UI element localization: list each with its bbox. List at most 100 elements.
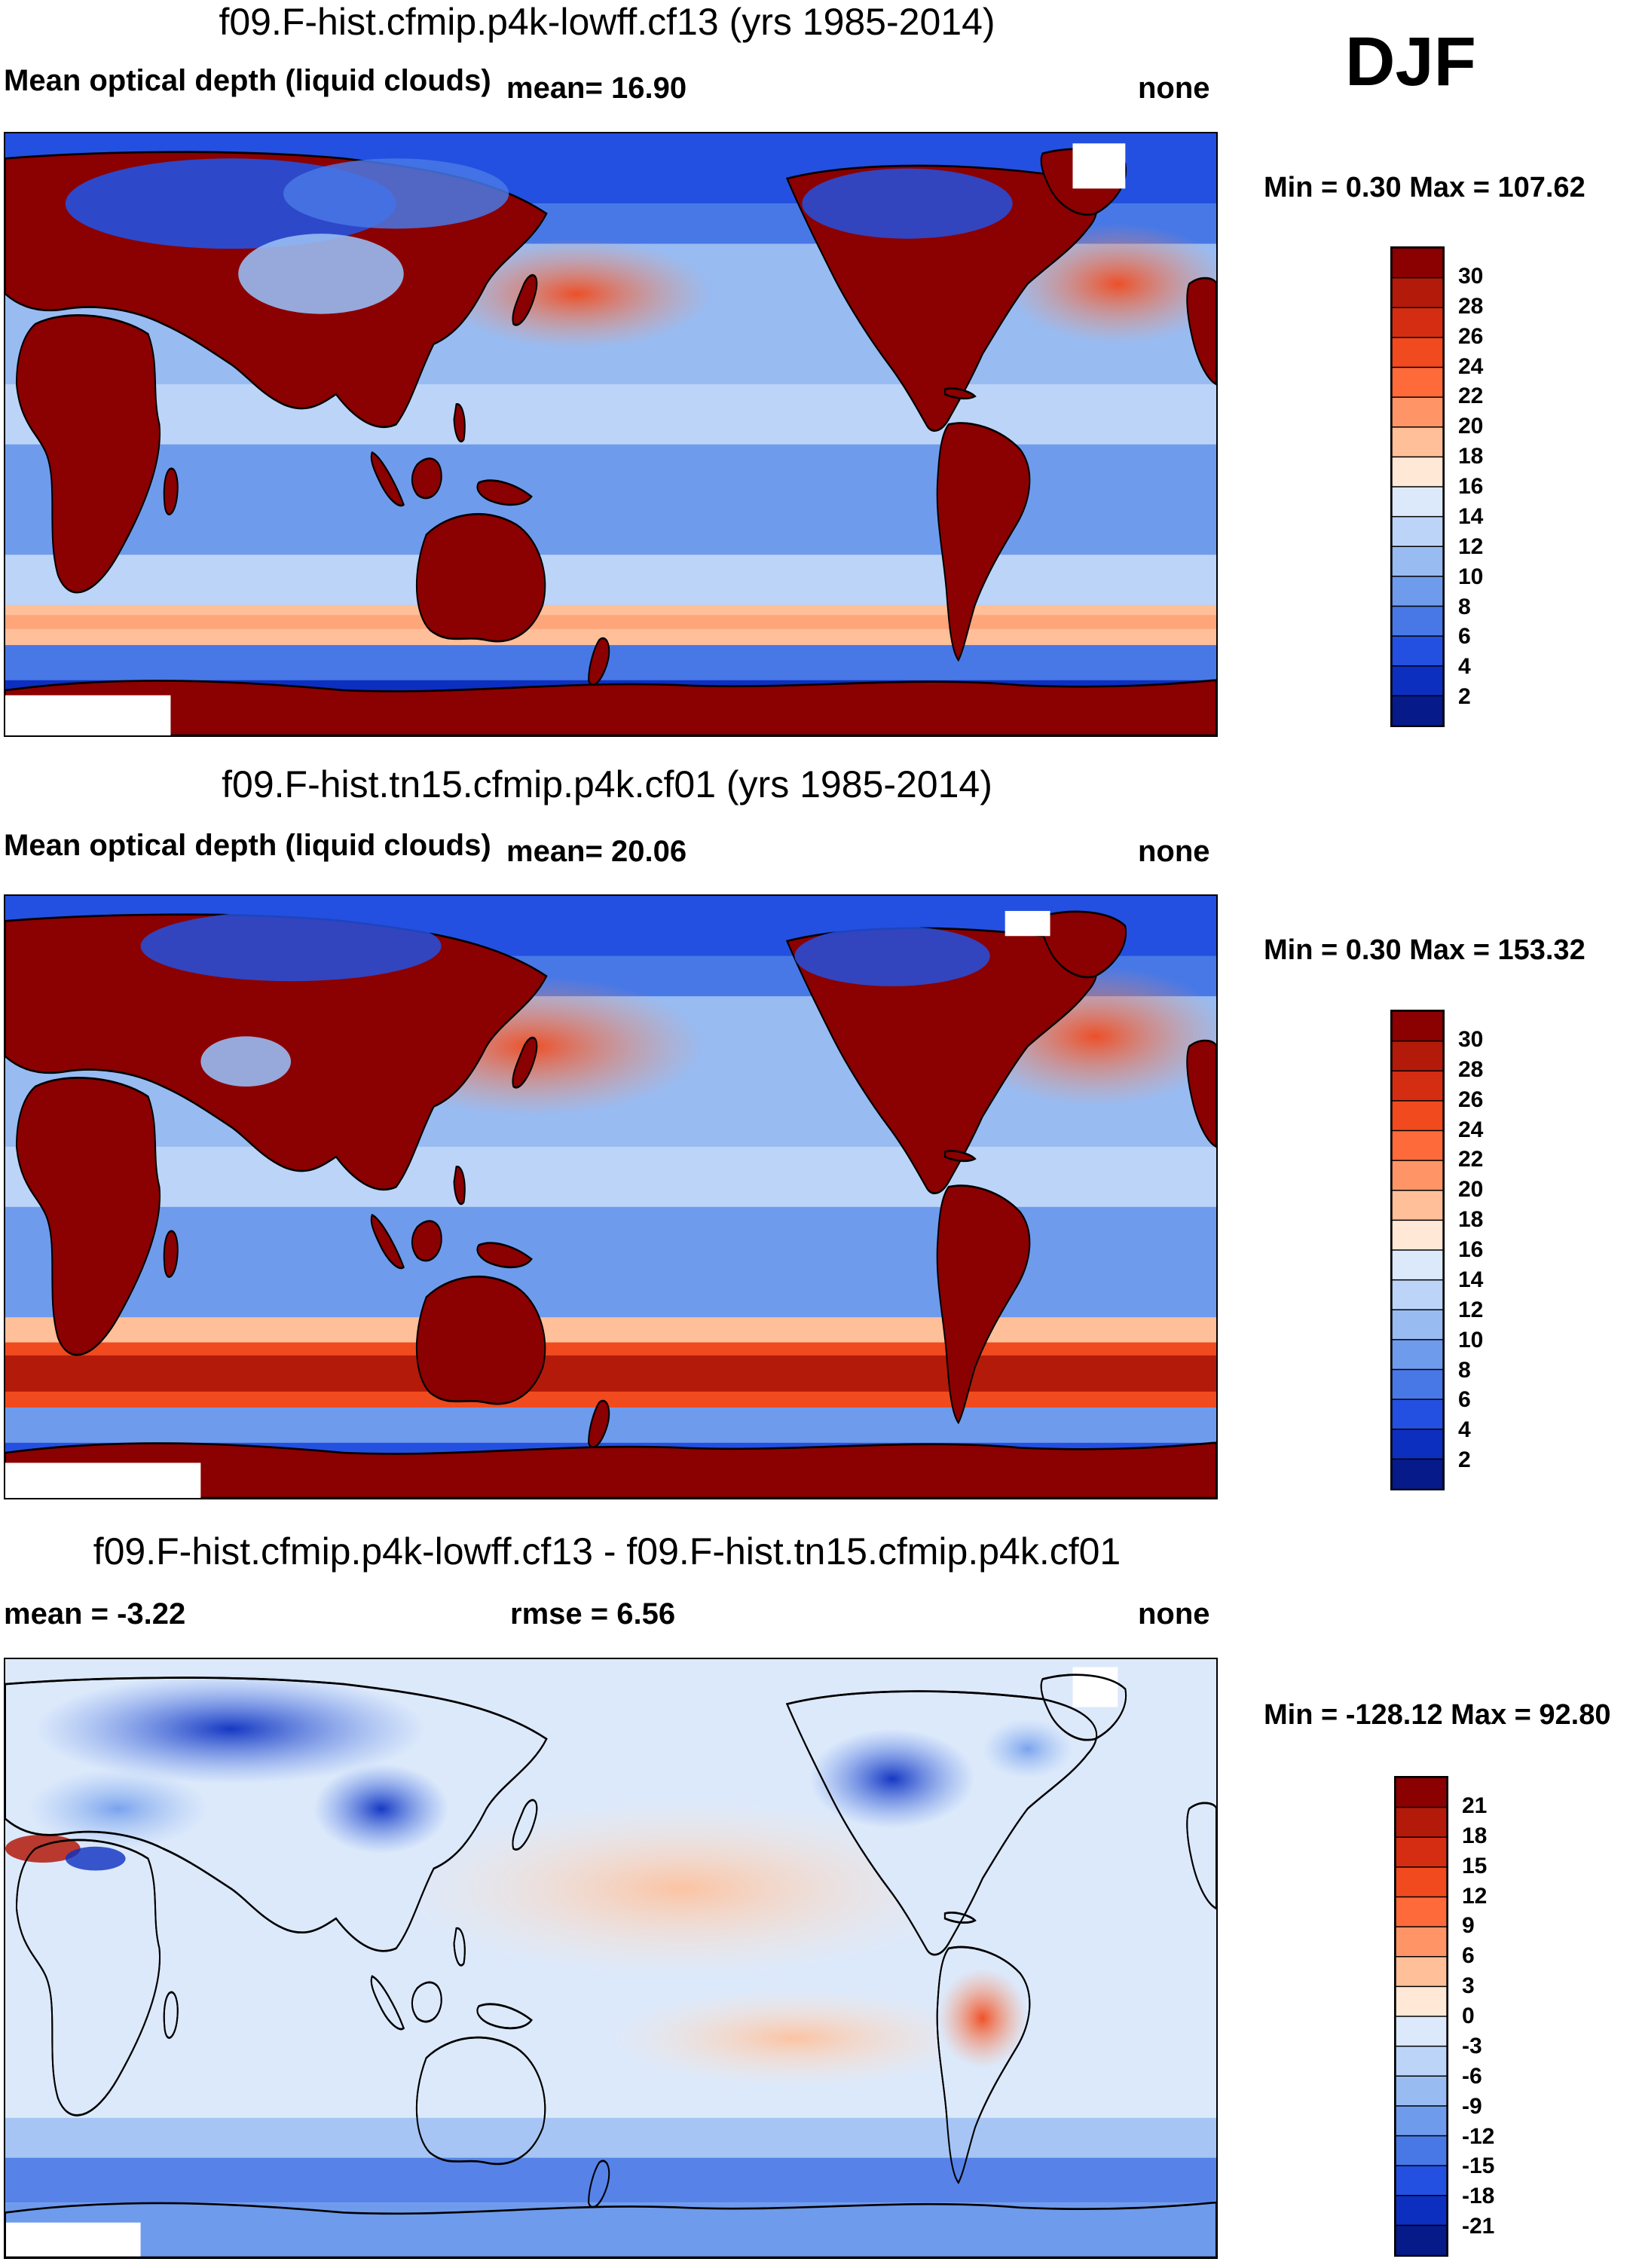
panel3-colorbar-tick-label: 6 (1462, 1943, 1475, 1969)
panel1-colorbar-tick-label: 24 (1458, 353, 1484, 379)
panel2-colorbar (1390, 1010, 1445, 1490)
panel2-colorbar-swatch-3 (1392, 1100, 1443, 1132)
panel1-colorbar (1390, 246, 1445, 727)
panel1-colorbar-swatch-14 (1392, 665, 1443, 697)
panel2-units: none (1138, 835, 1210, 868)
panel1-colorbar-tick-label: 28 (1458, 293, 1484, 319)
panel1-colorbar-swatch-8 (1392, 486, 1443, 518)
panel3-colorbar-swatch-11 (1396, 2105, 1447, 2137)
panel2-colorbar-swatch-0 (1392, 1011, 1443, 1042)
panel2-colorbar-tick-label: 4 (1458, 1417, 1471, 1443)
panel2-colorbar-swatch-6 (1392, 1190, 1443, 1221)
panel3-title: f09.F-hist.cfmip.p4k-lowff.cf13 - f09.F-… (93, 1530, 1121, 1573)
panel3-colorbar-swatch-4 (1396, 1896, 1447, 1928)
panel3-colorbar-swatch-7 (1396, 1985, 1447, 2018)
panel3-colorbar-swatch-6 (1396, 1956, 1447, 1988)
panel2-colorbar-swatch-8 (1392, 1249, 1443, 1281)
panel1-colorbar-swatch-13 (1392, 635, 1443, 668)
panel3-colorbar-swatch-0 (1396, 1777, 1447, 1808)
panel1-colorbar-swatch-6 (1392, 426, 1443, 458)
panel3-colorbar-tick-label: 3 (1462, 1973, 1475, 1999)
panel3-colorbar-tick-label: 15 (1462, 1853, 1488, 1878)
panel2-colorbar-tick-label: 6 (1458, 1387, 1471, 1413)
panel1-variable: Mean optical depth (liquid clouds) (4, 64, 491, 97)
panel1-colorbar-tick-label: 12 (1458, 533, 1484, 559)
panel3-rmse: rmse = 6.56 (510, 1597, 676, 1631)
panel1-colorbar-swatch-15 (1392, 695, 1443, 726)
panel3-colorbar-swatch-12 (1396, 2135, 1447, 2167)
panel3-colorbar-tick-label: 12 (1462, 1883, 1488, 1909)
panel3-map (4, 1658, 1218, 2259)
panel2-colorbar-tick-label: 22 (1458, 1147, 1484, 1172)
panel3-colorbar-tick-label: -3 (1462, 2033, 1482, 2059)
panel1-colorbar-swatch-9 (1392, 515, 1443, 548)
panel2-colorbar-swatch-1 (1392, 1040, 1443, 1072)
panel2-colorbar-tick-label: 12 (1458, 1297, 1484, 1322)
panel3-colorbar-swatch-5 (1396, 1926, 1447, 1958)
panel3-colorbar-swatch-13 (1396, 2165, 1447, 2197)
panel3-colorbar-tick-label: -15 (1462, 2153, 1495, 2179)
panel1-colorbar-swatch-3 (1392, 337, 1443, 368)
panel2-colorbar-swatch-14 (1392, 1429, 1443, 1460)
panel1-colorbar-swatch-10 (1392, 546, 1443, 578)
panel2-colorbar-tick-label: 30 (1458, 1026, 1484, 1052)
panel2-colorbar-swatch-12 (1392, 1368, 1443, 1401)
panel1-colorbar-swatch-7 (1392, 456, 1443, 488)
panel1-colorbar-tick-label: 30 (1458, 263, 1484, 289)
panel3-minmax: Min = -128.12 Max = 92.80 (1264, 1699, 1611, 1731)
panel1-colorbar-tick-label: 26 (1458, 323, 1484, 349)
panel3-colorbar-swatch-8 (1396, 2016, 1447, 2047)
season-label: DJF (1345, 23, 1476, 100)
panel2-mean: mean= 20.06 (506, 835, 687, 868)
panel1-colorbar-tick-label: 16 (1458, 474, 1484, 499)
panel3-colorbar-swatch-1 (1396, 1806, 1447, 1839)
panel3-colorbar-swatch-14 (1396, 2195, 1447, 2227)
panel2-colorbar-swatch-2 (1392, 1070, 1443, 1102)
panel2-colorbar-tick-label: 2 (1458, 1447, 1471, 1473)
panel1-colorbar-swatch-4 (1392, 366, 1443, 399)
panel3-units: none (1138, 1597, 1210, 1631)
panel1-minmax: Min = 0.30 Max = 107.62 (1264, 172, 1586, 203)
panel1-colorbar-tick-label: 18 (1458, 444, 1484, 469)
panel2-colorbar-swatch-7 (1392, 1219, 1443, 1252)
panel3-colorbar-swatch-3 (1396, 1866, 1447, 1898)
panel1-colorbar-tick-label: 4 (1458, 654, 1471, 680)
panel1-map (4, 132, 1218, 737)
panel1-colorbar-swatch-0 (1392, 248, 1443, 279)
panel2-minmax: Min = 0.30 Max = 153.32 (1264, 934, 1586, 966)
panel1-colorbar-swatch-2 (1392, 307, 1443, 339)
panel3-colorbar-tick-label: 21 (1462, 1793, 1488, 1818)
panel1-units: none (1138, 72, 1210, 105)
panel1-title: f09.F-hist.cfmip.p4k-lowff.cf13 (yrs 198… (219, 1, 995, 43)
panel1-colorbar-swatch-11 (1392, 576, 1443, 607)
panel2-colorbar-tick-label: 10 (1458, 1327, 1484, 1353)
panel2-colorbar-swatch-10 (1392, 1309, 1443, 1341)
panel1-colorbar-tick-label: 2 (1458, 684, 1471, 710)
panel3-colorbar-swatch-10 (1396, 2075, 1447, 2108)
panel3-colorbar-swatch-15 (1396, 2224, 1447, 2255)
panel2-colorbar-swatch-13 (1392, 1398, 1443, 1431)
panel2-colorbar-tick-label: 16 (1458, 1237, 1484, 1262)
panel2-colorbar-swatch-4 (1392, 1129, 1443, 1162)
panel1-colorbar-tick-label: 20 (1458, 414, 1484, 439)
panel3-colorbar-tick-label: -6 (1462, 2063, 1482, 2089)
panel3-colorbar (1394, 1776, 1448, 2257)
panel1-colorbar-swatch-5 (1392, 396, 1443, 429)
panel3-colorbar-tick-label: 18 (1462, 1823, 1488, 1848)
panel1-mean: mean= 16.90 (506, 72, 687, 105)
panel2-variable: Mean optical depth (liquid clouds) (4, 829, 491, 862)
panel2-colorbar-swatch-9 (1392, 1279, 1443, 1311)
panel1-colorbar-tick-label: 8 (1458, 594, 1471, 619)
panel3-colorbar-tick-label: 9 (1462, 1913, 1475, 1939)
panel3-colorbar-tick-label: -9 (1462, 2093, 1482, 2119)
panel2-colorbar-tick-label: 8 (1458, 1357, 1471, 1383)
panel1-colorbar-swatch-12 (1392, 605, 1443, 637)
panel2-map (4, 894, 1218, 1499)
panel2-title: f09.F-hist.tn15.cfmip.p4k.cf01 (yrs 1985… (222, 763, 992, 805)
panel1-colorbar-tick-label: 6 (1458, 624, 1471, 650)
panel3-mean: mean = -3.22 (4, 1597, 186, 1631)
panel2-colorbar-swatch-11 (1392, 1339, 1443, 1371)
panel2-colorbar-tick-label: 24 (1458, 1117, 1484, 1142)
panel2-colorbar-tick-label: 18 (1458, 1207, 1484, 1233)
panel3-colorbar-swatch-2 (1396, 1836, 1447, 1869)
